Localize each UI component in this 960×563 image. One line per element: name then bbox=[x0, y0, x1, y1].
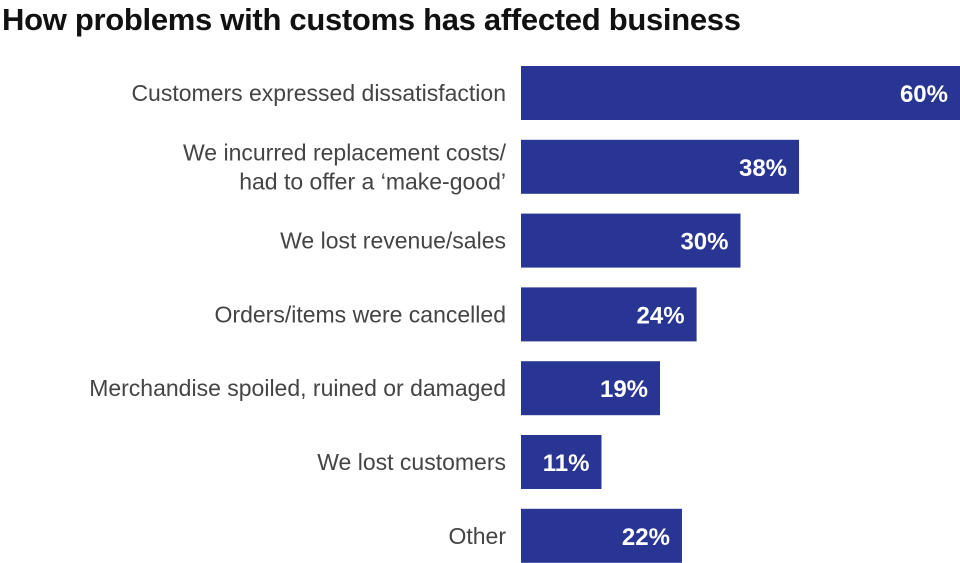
value-label-1: 60% bbox=[900, 81, 948, 108]
value-label-6: 11% bbox=[543, 450, 590, 477]
category-label-line: Customers expressed dissatisfaction bbox=[131, 80, 506, 106]
chart-title: How problems with customs has affected b… bbox=[2, 2, 741, 37]
value-label-2: 38% bbox=[739, 155, 787, 182]
category-label-7: Other bbox=[448, 523, 506, 549]
bar-3 bbox=[521, 213, 741, 268]
bar-1 bbox=[521, 66, 960, 120]
value-label-7: 22% bbox=[622, 524, 670, 551]
category-label-line: We lost customers bbox=[317, 449, 506, 475]
category-label-2: We incurred replacement costs/had to off… bbox=[183, 139, 507, 194]
bar-5 bbox=[521, 361, 661, 416]
category-label-line: Other bbox=[448, 523, 506, 549]
value-label-5: 19% bbox=[600, 376, 648, 403]
value-label-4: 24% bbox=[637, 302, 685, 329]
category-label-5: Merchandise spoiled, ruined or damaged bbox=[89, 375, 506, 401]
bar-7 bbox=[521, 508, 682, 563]
value-label-3: 30% bbox=[680, 229, 728, 256]
bar-2 bbox=[521, 139, 800, 194]
category-label-line: Merchandise spoiled, ruined or damaged bbox=[89, 375, 506, 401]
category-label-line: Orders/items were cancelled bbox=[215, 301, 506, 327]
category-label-1: Customers expressed dissatisfaction bbox=[131, 80, 506, 106]
category-label-line: We incurred replacement costs/ bbox=[183, 139, 507, 165]
category-label-line: had to offer a ‘make-good’ bbox=[239, 168, 506, 194]
bar-6 bbox=[521, 435, 602, 489]
bar-4 bbox=[521, 287, 697, 342]
category-label-line: We lost revenue/sales bbox=[280, 228, 506, 254]
category-label-4: Orders/items were cancelled bbox=[215, 301, 506, 327]
category-label-6: We lost customers bbox=[317, 449, 506, 475]
category-label-3: We lost revenue/sales bbox=[280, 228, 506, 254]
